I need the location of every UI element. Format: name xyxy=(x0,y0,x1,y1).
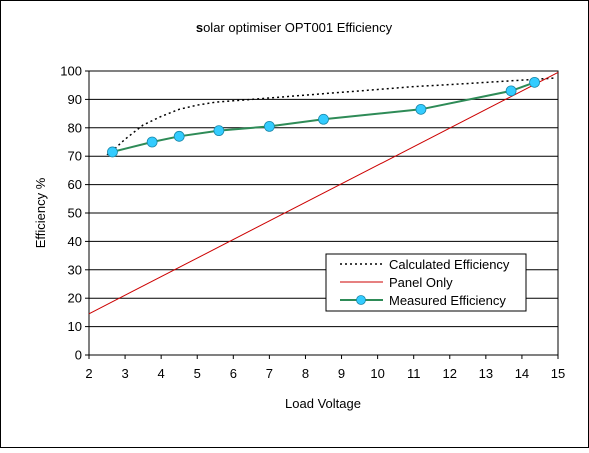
measured-point xyxy=(318,113,329,125)
chart-title-prefix: s xyxy=(196,20,203,35)
measured-point xyxy=(505,85,517,97)
y-tick-label: 60 xyxy=(68,177,82,192)
series-line-panel-only xyxy=(88,71,559,315)
y-tick-label: 10 xyxy=(68,319,82,334)
y-tick-label: 80 xyxy=(68,120,82,135)
x-axis-ticks: 2 3 4 5 6 7 8 9 10 11 12 13 14 15 xyxy=(85,355,565,381)
legend-label-panel: Panel Only xyxy=(389,275,453,290)
x-tick-label: 6 xyxy=(230,366,237,381)
x-tick-label: 3 xyxy=(121,366,128,381)
measured-point xyxy=(107,146,118,158)
measured-point xyxy=(146,136,158,148)
y-tick-label: 40 xyxy=(68,234,82,249)
measured-point xyxy=(213,125,225,137)
y-tick-label: 30 xyxy=(68,262,82,277)
x-tick-label: 7 xyxy=(266,366,273,381)
y-tick-label: 0 xyxy=(75,348,82,363)
measured-point xyxy=(263,120,275,132)
y-axis-ticks: 0 10 20 30 40 50 60 70 80 90 100 xyxy=(60,64,89,363)
chart-title-rest: olar optimiser OPT001 Efficiency xyxy=(203,20,393,35)
y-axis-label: Efficiency % xyxy=(33,177,48,248)
series-layer xyxy=(88,71,559,315)
x-tick-label: 15 xyxy=(551,366,565,381)
x-tick-label: 2 xyxy=(85,366,92,381)
chart-title: solar optimiser OPT001 Efficiency xyxy=(196,20,393,35)
measured-point xyxy=(529,76,540,88)
legend-label-calculated: Calculated Efficiency xyxy=(389,257,510,272)
x-tick-label: 12 xyxy=(443,366,457,381)
y-tick-label: 70 xyxy=(68,149,82,164)
x-axis-label: Load Voltage xyxy=(285,396,361,411)
x-tick-label: 4 xyxy=(158,366,165,381)
x-tick-label: 14 xyxy=(515,366,529,381)
legend: Calculated Efficiency Panel Only Measure… xyxy=(325,253,527,312)
x-tick-label: 9 xyxy=(338,366,345,381)
y-tick-label: 100 xyxy=(60,64,82,79)
x-tick-label: 13 xyxy=(479,366,493,381)
y-tick-label: 50 xyxy=(68,206,82,221)
legend-label-measured: Measured Efficiency xyxy=(389,293,506,308)
x-tick-label: 11 xyxy=(407,366,421,381)
x-tick-label: 8 xyxy=(302,366,309,381)
measured-point xyxy=(173,130,185,142)
measured-point xyxy=(415,103,427,115)
legend-marker-measured xyxy=(356,295,366,305)
y-tick-label: 20 xyxy=(68,291,82,306)
x-tick-label: 5 xyxy=(194,366,201,381)
y-tick-label: 90 xyxy=(68,92,82,107)
x-tick-label: 10 xyxy=(370,366,384,381)
